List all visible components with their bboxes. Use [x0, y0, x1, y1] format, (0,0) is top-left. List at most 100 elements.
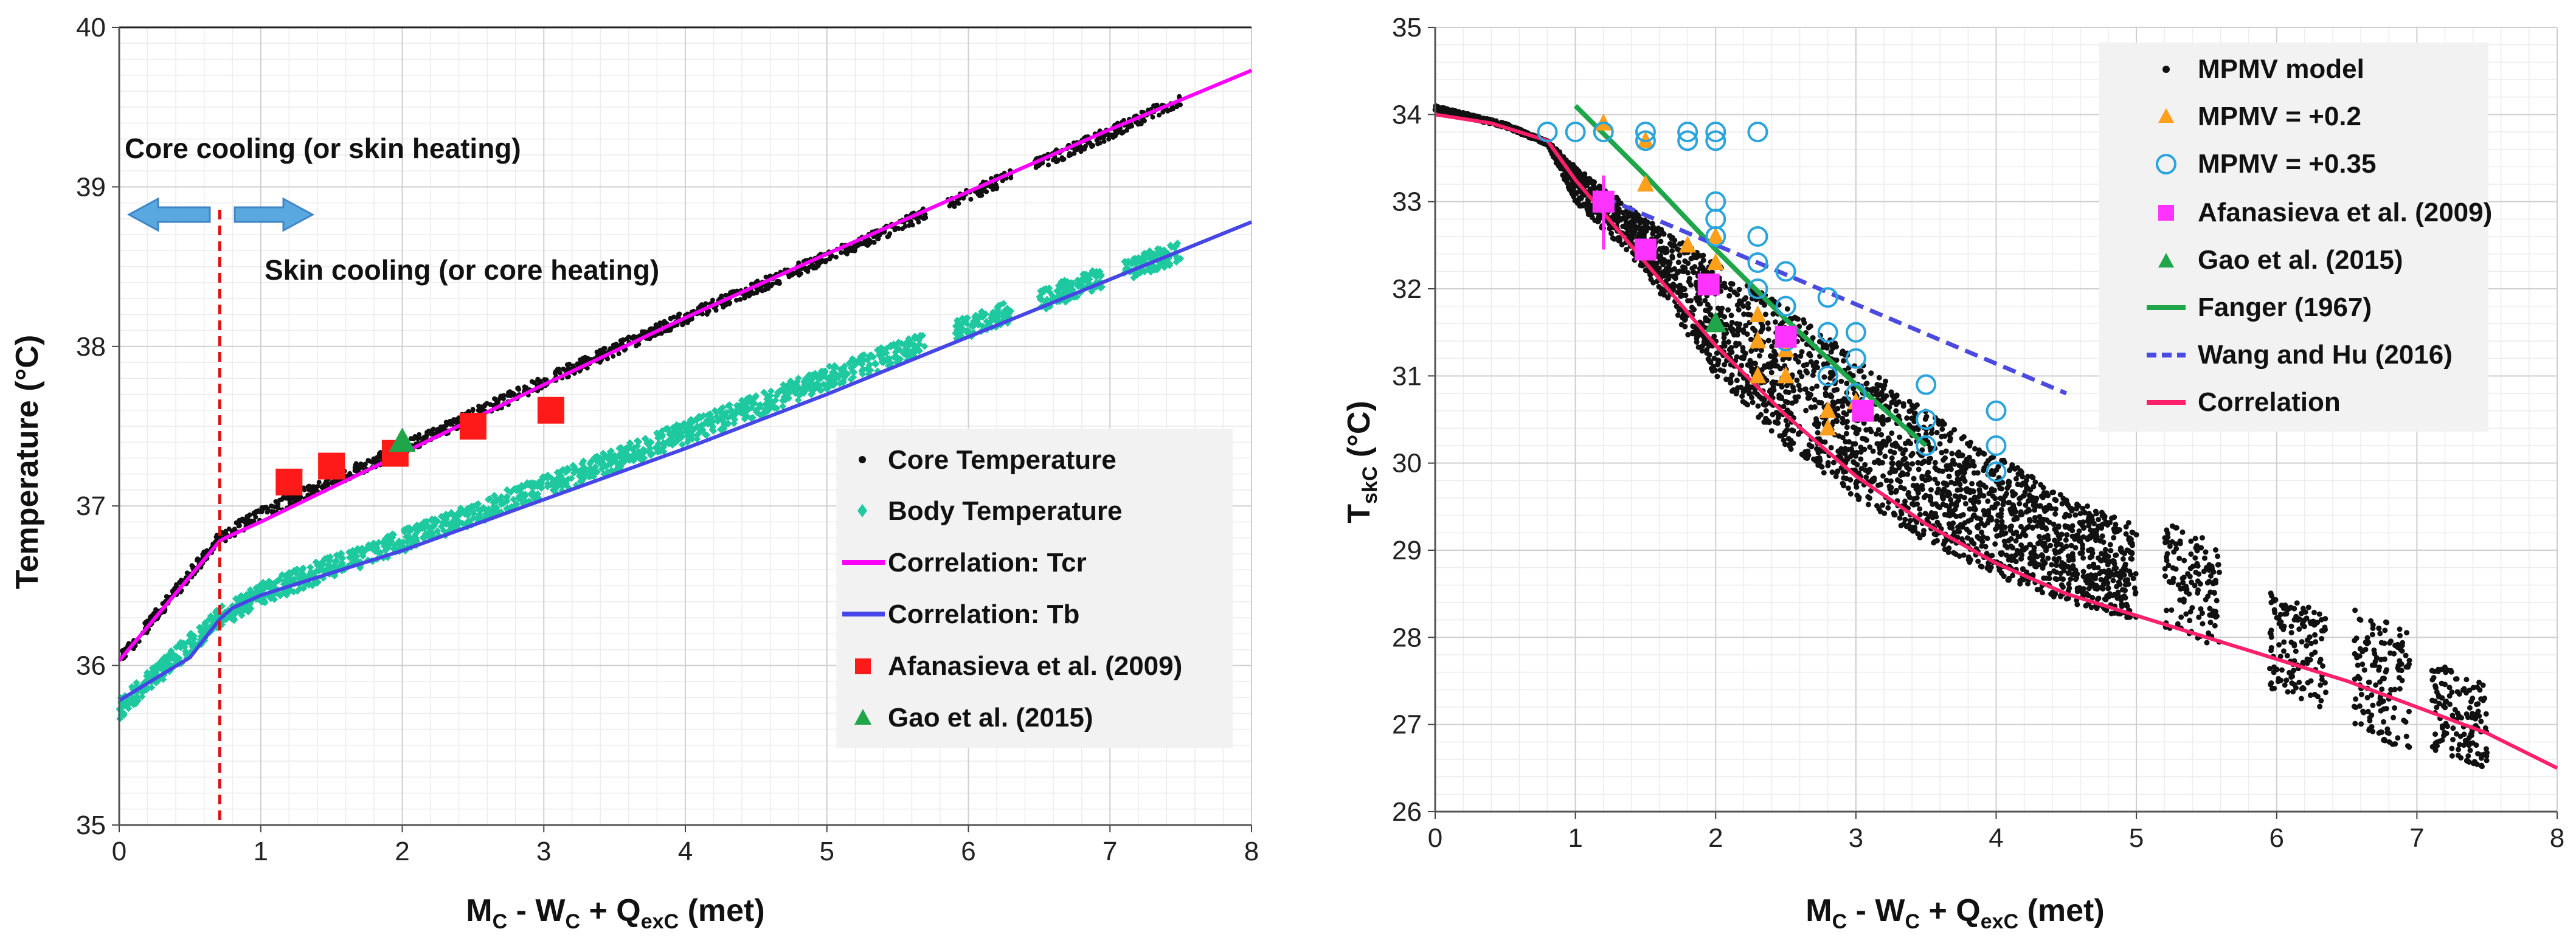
mpmv-model-point [1761, 419, 1767, 425]
mpmv-model-point [2080, 568, 2086, 575]
body-temperature-point [651, 444, 659, 452]
core-temperature-point [1168, 107, 1174, 112]
mpmv-model-point [1756, 353, 1762, 359]
body-temperature-point [556, 478, 564, 486]
core-temperature-point [1151, 103, 1157, 109]
body-temperature-point [630, 451, 638, 458]
body-temperature-point [497, 500, 505, 508]
body-temperature-point [547, 474, 555, 482]
mpmv-model-point [1882, 454, 1888, 460]
body-temperature-point [333, 551, 341, 559]
body-temperature-point [1166, 261, 1174, 269]
mpmv-model-point [1855, 497, 1861, 503]
mpmv-model-point [2125, 577, 2131, 583]
mpmv-model-point [1958, 513, 1964, 519]
body-temperature-point [404, 533, 412, 540]
mpmv-model-point [1656, 284, 1662, 290]
core-temperature-point [173, 582, 179, 587]
body-temperature-point [850, 368, 858, 376]
body-temperature-point [696, 427, 704, 435]
body-temperature-point [308, 582, 316, 590]
core-temperature-point [738, 297, 743, 302]
body-temperature-point [1082, 277, 1090, 285]
mpmv-model-point [2121, 550, 2127, 556]
core-temperature-point [634, 343, 639, 348]
body-temperature-point [202, 619, 210, 627]
core-temperature-point [798, 271, 803, 276]
mpmv-model-point [2133, 571, 2139, 577]
mpmv-model-point [2069, 528, 2076, 534]
body-temperature-point [668, 438, 676, 446]
body-temperature-point [767, 387, 775, 395]
legend-gao-marker [854, 709, 871, 725]
core-temperature-point [529, 379, 535, 384]
mpmv-model-point [1748, 336, 1754, 342]
mpmv-model-point [1928, 430, 1934, 436]
mpmv-model-point [1734, 292, 1740, 298]
core-temperature-point [1060, 157, 1065, 162]
mpmv-model-point [2118, 546, 2124, 552]
gao-point [389, 427, 416, 452]
body-temperature-point [994, 316, 1002, 324]
mpmv-model-point [1765, 320, 1771, 326]
body-temperature-point [802, 375, 810, 382]
body-temperature-point [291, 575, 299, 583]
body-temperature-point [693, 435, 701, 443]
left-x-axis-title: MC - WC + QexC (met) [466, 893, 764, 933]
mpmv-model-point [1876, 460, 1882, 466]
body-temperature-point [658, 427, 666, 435]
mpmv-model-point [1878, 432, 1885, 438]
mpmv-model-point [1734, 302, 1740, 308]
body-temperature-point [815, 374, 823, 382]
mpmv-model-point [1902, 516, 1908, 522]
body-temperature-point [974, 319, 982, 327]
mpmv-model-point [1829, 469, 1835, 475]
l-y-tick-label: 36 [76, 651, 106, 681]
body-temperature-point [896, 346, 904, 354]
core-temperature-point [307, 484, 313, 489]
legend-body-temperature: Body Temperature [888, 496, 1123, 526]
core-temperature-point [312, 485, 317, 490]
mpmv-model-point [1810, 335, 1816, 341]
body-temperature-point [798, 387, 806, 395]
body-temperature-point [503, 494, 511, 502]
body-temperature-point [910, 341, 918, 349]
mpmv-model-point [2119, 587, 2125, 593]
body-temperature-point [511, 485, 519, 493]
mpmv-model-point [1978, 530, 1984, 536]
mpmv-model-point [2057, 492, 2063, 498]
body-temperature-point [1050, 294, 1058, 302]
l-x-tick-label: 4 [678, 837, 693, 866]
body-temperature-point [379, 539, 387, 547]
mpmv-model-point [2080, 505, 2086, 511]
body-temperature-point [839, 379, 847, 387]
mpmv-model-point [1740, 303, 1747, 309]
mpmv-model-point [1739, 393, 1745, 399]
mpmv-model-point [1694, 336, 1700, 342]
body-temperature-point [1038, 289, 1046, 297]
body-temperature-point [915, 334, 923, 342]
body-temperature-point [837, 370, 845, 378]
core-temperature-point [505, 393, 511, 398]
mpmv-model-point [1691, 306, 1697, 312]
core-temperature-point [492, 396, 497, 401]
mpmv-model-point [2006, 499, 2012, 505]
body-temperature-point [1079, 271, 1087, 278]
body-temperature-point [319, 560, 327, 568]
body-temperature-point [313, 561, 321, 569]
body-temperature-point [313, 578, 321, 586]
core-temperature-point [594, 350, 600, 355]
mpmv-model-point [1862, 461, 1868, 468]
body-temperature-point [1045, 284, 1053, 292]
mpmv-model-point [1830, 460, 1837, 466]
body-temperature-point [847, 364, 855, 372]
core-temperature-point [254, 509, 259, 515]
body-temperature-point [529, 489, 537, 497]
body-temperature-point [299, 573, 306, 581]
body-temperature-point [169, 650, 177, 658]
body-temperature-point [724, 419, 732, 427]
body-temperature-point [596, 460, 604, 468]
body-temperature-point [685, 435, 693, 443]
core-temperature-point [733, 297, 739, 303]
